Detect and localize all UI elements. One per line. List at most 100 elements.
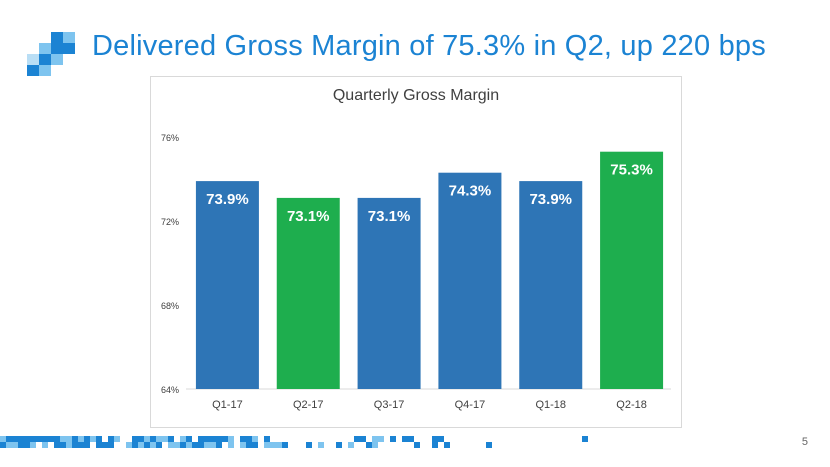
chart-frame: Quarterly Gross Margin 64% 68% 72% 76% 73.9%… [150,76,682,428]
data-label: 75.3% [610,162,653,179]
footer-pixel [66,436,72,442]
footer-pixel [186,442,192,448]
footer-pixel [108,442,114,448]
footer-pixel [114,436,120,442]
footer-pixel [42,436,48,442]
footer-pixel [0,436,6,442]
footer-pixel [138,442,144,448]
footer-pixel [582,436,588,442]
footer-pixel [282,442,288,448]
x-tick-label: Q1-17 [212,399,243,411]
footer-pixel [378,436,384,442]
footer-pixel [306,442,312,448]
footer-pixel [144,436,150,442]
footer-pixel [72,442,78,448]
y-tick-label: 64% [161,385,179,395]
footer-pixel [168,436,174,442]
bar-chart: 64% 68% 72% 76% 73.9% Q1-17 73.1% Q2-17 73.1% Q3-… [161,133,671,411]
footer-pixel [150,442,156,448]
footer-pixel [216,436,222,442]
footer-pixel [318,442,324,448]
footer-pixel [156,436,162,442]
footer-pixel [222,436,228,442]
footer-pixel [252,436,258,442]
footer-pixel [90,436,96,442]
data-label: 73.1% [368,208,411,225]
footer-pixel [198,442,204,448]
footer-pixel [84,436,90,442]
footer-pixel [84,442,90,448]
footer-pixel [270,442,276,448]
footer-pixel [372,436,378,442]
bar-q1-18 [519,181,583,389]
footer-pixel [264,436,270,442]
footer-pixel [18,442,24,448]
footer-pixel [228,442,234,448]
footer-pixel [336,442,342,448]
footer-pixel [42,442,48,448]
x-tick-label: Q2-18 [616,399,647,411]
footer-pixel [390,436,396,442]
footer-pixel [228,436,234,442]
footer-pixel [372,442,378,448]
footer-pixel [180,442,186,448]
footer-pixel [240,436,246,442]
footer-pixel [180,436,186,442]
footer-pixel [78,436,84,442]
x-tick-label: Q3-17 [374,399,405,411]
footer-pixel [12,436,18,442]
company-logo [27,32,75,76]
x-tick-label: Q4-17 [455,399,486,411]
footer-pixel [102,442,108,448]
footer-pixel [72,436,78,442]
footer-pixel [444,442,450,448]
chart-title: Quarterly Gross Margin [332,87,500,104]
footer-pixel [168,442,174,448]
footer-pixel [432,436,438,442]
footer-pixel [408,436,414,442]
footer-pixel [204,436,210,442]
footer-pixel [48,436,54,442]
footer-pixel [432,442,438,448]
footer-pixel [210,442,216,448]
y-tick-label: 72% [161,217,179,227]
data-label: 73.9% [529,191,572,208]
footer-pixel [96,442,102,448]
page-number: 5 [801,436,808,448]
footer-pixel [360,436,366,442]
y-tick-label: 76% [161,133,179,143]
x-tick-label: Q1-18 [535,399,566,411]
footer-pixel [12,442,18,448]
footer-pixel [198,436,204,442]
footer-pixel [162,436,168,442]
footer-pixel [264,442,270,448]
footer-pixel [96,436,102,442]
footer-pixel [366,442,372,448]
footer-pixel [438,436,444,442]
footer-pixel [78,442,84,448]
footer-pixel [414,442,420,448]
footer-pixel [156,442,162,448]
footer-pixel [276,442,282,448]
footer-pixel [24,442,30,448]
bar-q2-18 [600,151,664,389]
data-label: 73.9% [206,191,249,208]
footer-pixel [348,442,354,448]
footer-pixel [192,442,198,448]
footer-pixel [6,436,12,442]
footer-pixel [240,442,246,448]
footer-pixel [144,442,150,448]
footer-pixel [210,436,216,442]
footer-pixel [126,442,132,448]
footer-pixel [204,442,210,448]
footer-pixel [150,436,156,442]
x-tick-label: Q2-17 [293,399,324,411]
data-label: 74.3% [449,183,492,200]
footer-pixel [486,442,492,448]
footer-pixel [18,436,24,442]
footer-pixel [132,436,138,442]
footer-pixel [246,442,252,448]
footer-pixel [30,436,36,442]
footer-pixel [54,442,60,448]
footer-pixel [108,436,114,442]
